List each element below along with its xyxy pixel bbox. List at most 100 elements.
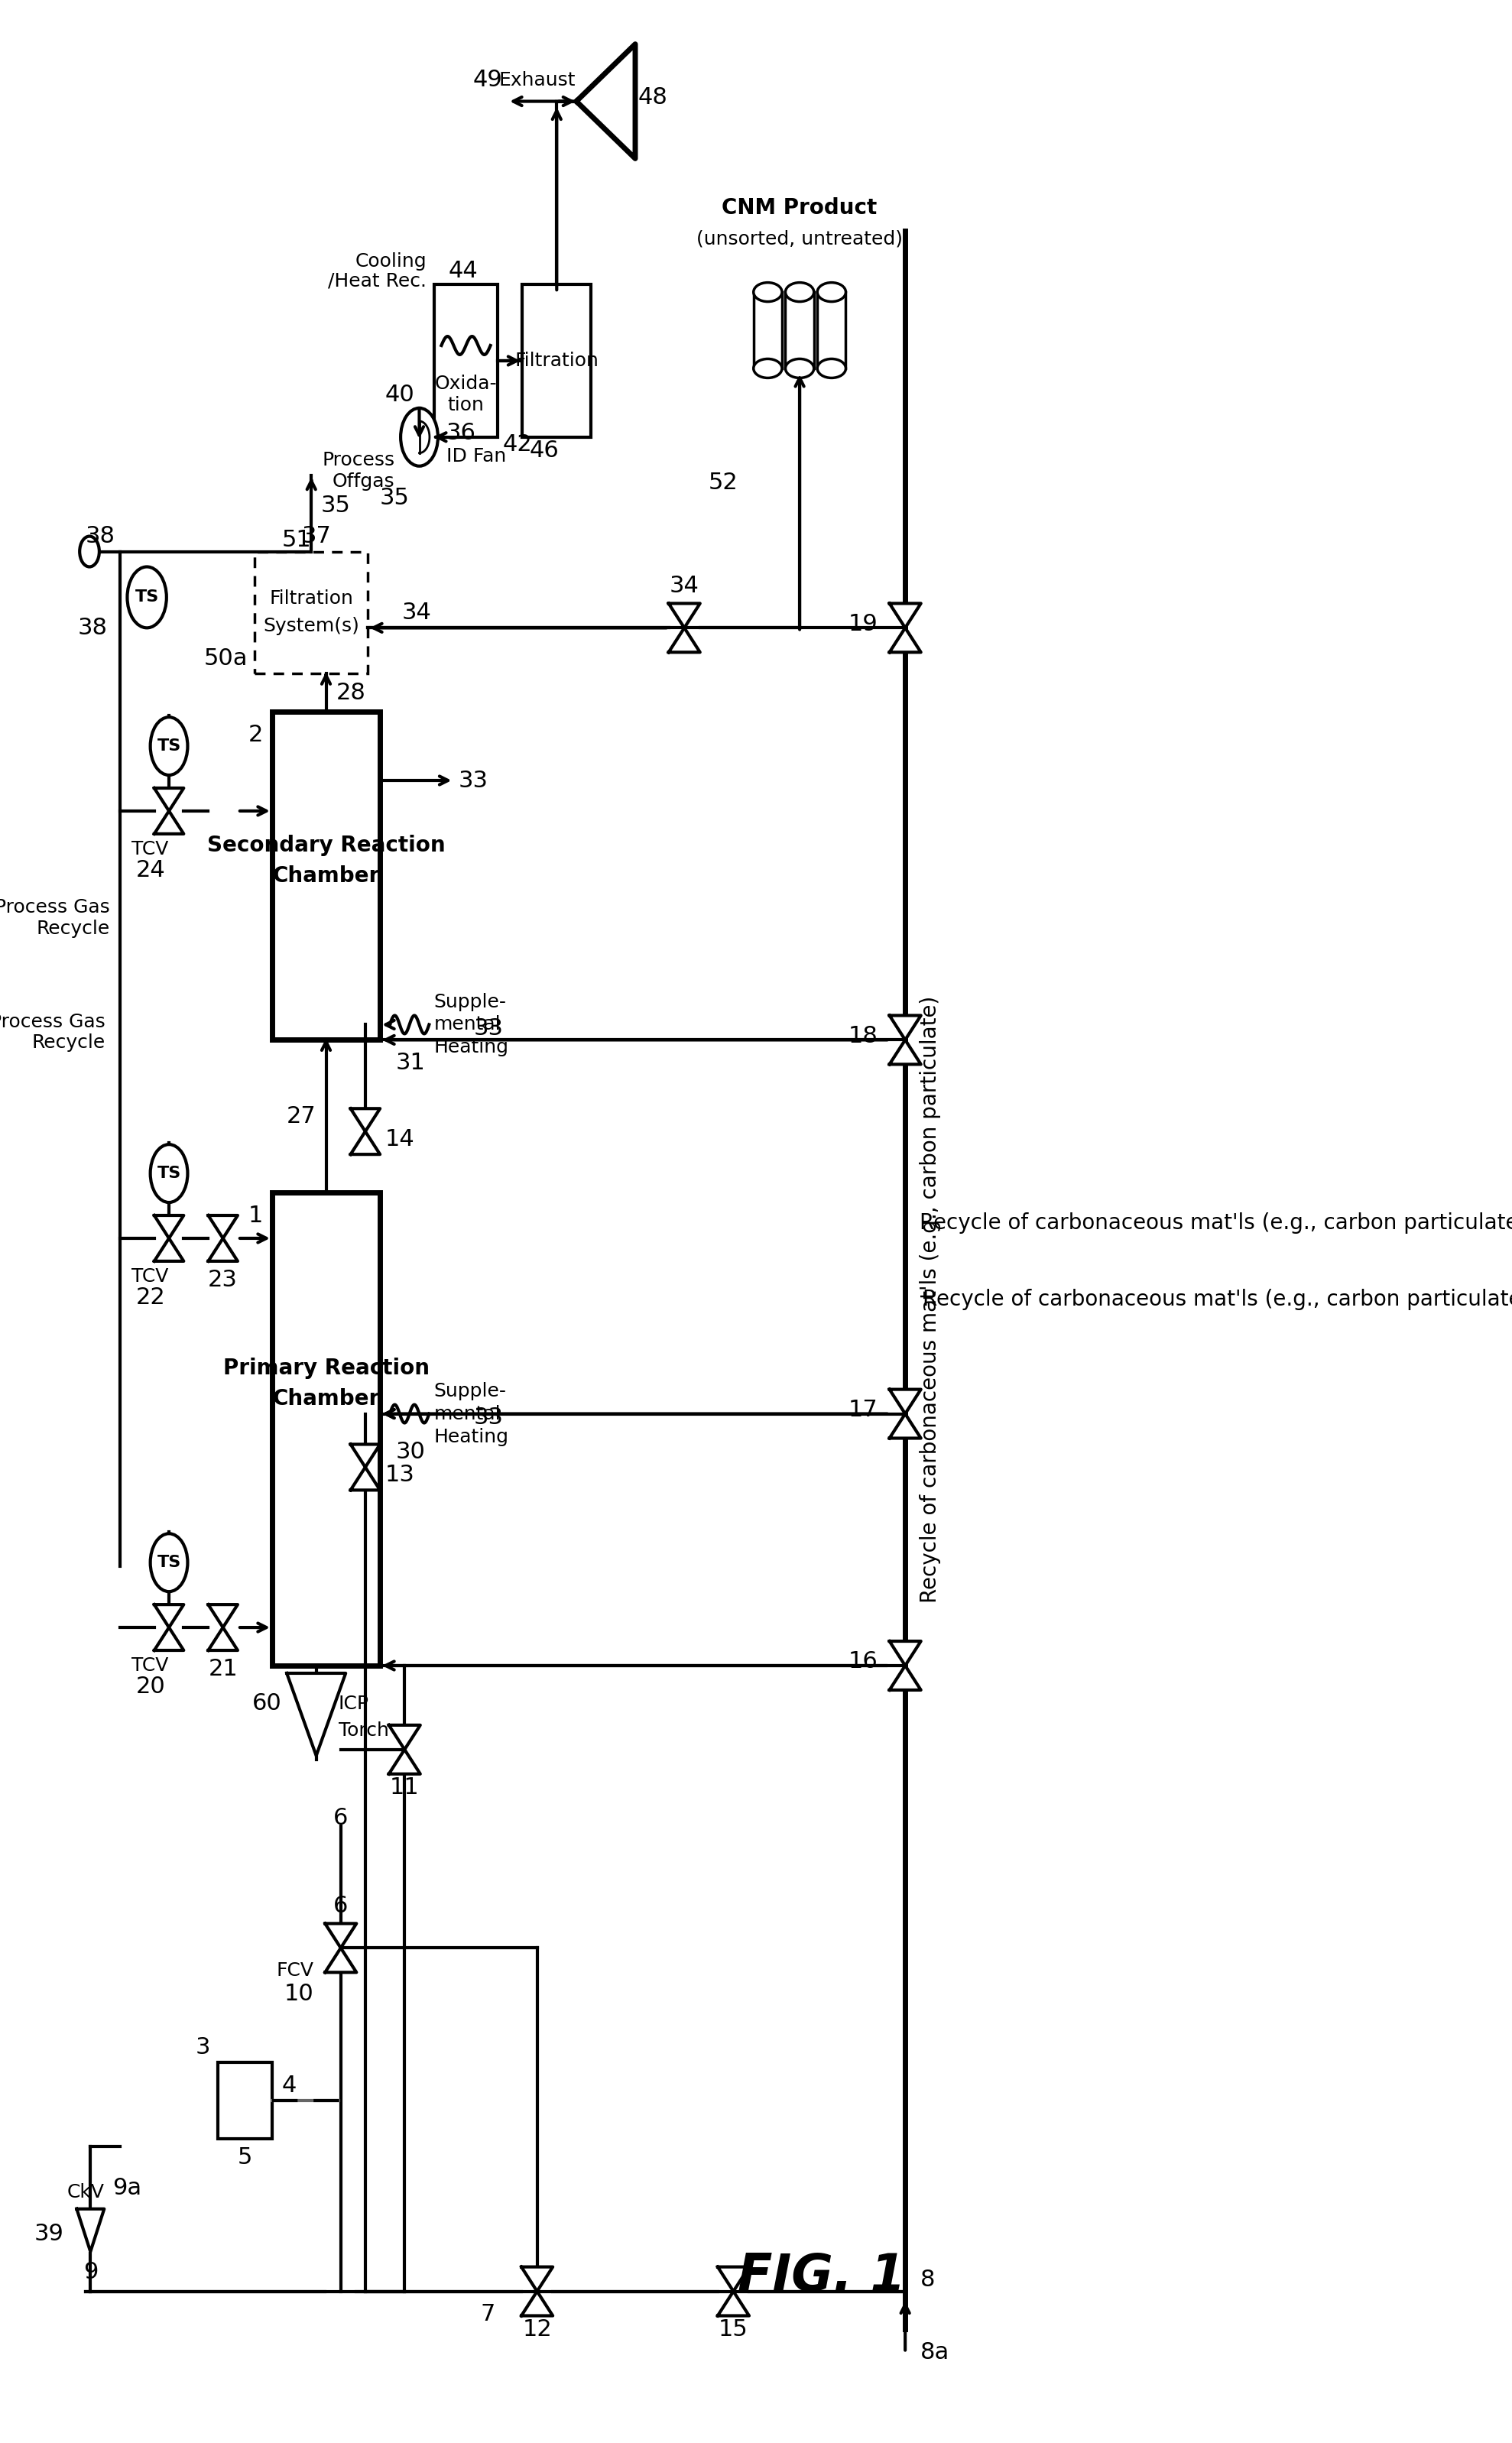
Text: CNM Product: CNM Product <box>721 198 877 220</box>
Text: 22: 22 <box>136 1287 165 1309</box>
FancyBboxPatch shape <box>272 1192 380 1666</box>
FancyBboxPatch shape <box>753 293 782 369</box>
Text: 35: 35 <box>380 486 410 508</box>
Text: 33: 33 <box>458 770 488 792</box>
Text: TS: TS <box>157 738 181 755</box>
Text: 40: 40 <box>384 384 414 406</box>
Text: 11: 11 <box>390 1776 419 1798</box>
Text: 38: 38 <box>86 525 115 547</box>
Polygon shape <box>522 2267 553 2292</box>
Text: Recycle of carbonaceous mat'ls (e.g., carbon particulate): Recycle of carbonaceous mat'ls (e.g., ca… <box>922 1287 1512 1309</box>
Text: 27: 27 <box>287 1104 316 1126</box>
Text: 15: 15 <box>718 2318 748 2340</box>
Circle shape <box>150 1143 187 1202</box>
Circle shape <box>80 537 100 567</box>
Text: 38: 38 <box>77 616 107 640</box>
Polygon shape <box>351 1444 380 1468</box>
Text: 6: 6 <box>333 1808 348 1830</box>
Text: 28: 28 <box>336 682 366 704</box>
Text: 46: 46 <box>529 440 559 462</box>
Text: 35: 35 <box>321 493 351 518</box>
Polygon shape <box>154 1605 183 1627</box>
Circle shape <box>150 718 187 774</box>
Polygon shape <box>889 1666 921 1691</box>
Text: Chamber: Chamber <box>272 865 380 887</box>
Ellipse shape <box>785 359 813 379</box>
Text: Filtration: Filtration <box>269 589 354 608</box>
Text: 7: 7 <box>481 2304 496 2326</box>
Polygon shape <box>209 1239 237 1261</box>
Text: Secondary Reaction: Secondary Reaction <box>207 836 445 855</box>
FancyBboxPatch shape <box>256 552 367 674</box>
Text: 24: 24 <box>136 860 165 882</box>
Polygon shape <box>389 1749 420 1774</box>
Text: Cooling: Cooling <box>355 252 426 271</box>
Polygon shape <box>889 1041 921 1065</box>
Text: 2: 2 <box>248 723 263 745</box>
FancyBboxPatch shape <box>818 293 845 369</box>
Text: FIG. 1: FIG. 1 <box>738 2250 906 2301</box>
Text: 49: 49 <box>473 68 502 90</box>
FancyBboxPatch shape <box>272 711 380 1041</box>
Text: mental: mental <box>434 1016 500 1033</box>
Polygon shape <box>154 1239 183 1261</box>
Polygon shape <box>209 1627 237 1651</box>
Polygon shape <box>889 603 921 628</box>
Text: FCV: FCV <box>277 1962 314 1979</box>
Text: 42: 42 <box>502 432 532 457</box>
Polygon shape <box>154 789 183 811</box>
Text: 13: 13 <box>386 1463 414 1485</box>
Ellipse shape <box>818 359 845 379</box>
Polygon shape <box>209 1217 237 1239</box>
Text: TCV: TCV <box>132 1656 169 1676</box>
FancyBboxPatch shape <box>522 283 591 437</box>
Text: 17: 17 <box>848 1400 878 1422</box>
Text: Process Gas
Recycle: Process Gas Recycle <box>0 1011 106 1053</box>
Polygon shape <box>154 1217 183 1239</box>
Text: Heating: Heating <box>434 1038 510 1058</box>
Text: 6: 6 <box>333 1896 348 1918</box>
Ellipse shape <box>785 283 813 300</box>
Circle shape <box>401 408 438 467</box>
Text: 9: 9 <box>83 2262 98 2284</box>
Ellipse shape <box>753 359 782 379</box>
Polygon shape <box>351 1109 380 1131</box>
Text: 5: 5 <box>237 2147 253 2169</box>
Text: TS: TS <box>157 1554 181 1571</box>
Text: 31: 31 <box>396 1050 425 1075</box>
Text: Primary Reaction: Primary Reaction <box>222 1358 429 1378</box>
Text: Chamber: Chamber <box>272 1388 380 1410</box>
FancyBboxPatch shape <box>434 283 497 437</box>
Text: Torch: Torch <box>339 1722 389 1739</box>
Text: (unsorted, untreated): (unsorted, untreated) <box>697 230 903 247</box>
Circle shape <box>150 1534 187 1590</box>
Text: TCV: TCV <box>132 840 169 857</box>
Text: Filtration: Filtration <box>514 352 599 369</box>
Text: 51: 51 <box>281 530 311 552</box>
Text: 37: 37 <box>301 525 331 547</box>
Polygon shape <box>889 1390 921 1414</box>
Text: 18: 18 <box>848 1026 878 1048</box>
Polygon shape <box>389 1725 420 1749</box>
FancyBboxPatch shape <box>218 2062 272 2138</box>
Text: 1: 1 <box>248 1204 263 1226</box>
Text: 44: 44 <box>449 259 478 281</box>
Text: 8: 8 <box>919 2270 934 2292</box>
Text: mental: mental <box>434 1405 500 1422</box>
Text: Process Gas
Recycle: Process Gas Recycle <box>0 899 110 938</box>
Text: 9a: 9a <box>112 2177 142 2199</box>
Polygon shape <box>718 2292 748 2316</box>
Text: 30: 30 <box>396 1441 425 1463</box>
Text: Oxida-: Oxida- <box>435 374 497 393</box>
Polygon shape <box>287 1673 346 1757</box>
Polygon shape <box>325 1947 357 1972</box>
Ellipse shape <box>753 283 782 300</box>
Ellipse shape <box>818 283 845 300</box>
Text: 34: 34 <box>402 601 432 623</box>
Polygon shape <box>522 2292 553 2316</box>
Text: 4: 4 <box>281 2074 296 2096</box>
Polygon shape <box>889 1642 921 1666</box>
Text: 19: 19 <box>848 613 878 635</box>
Text: 23: 23 <box>209 1270 237 1292</box>
Text: Supple-: Supple- <box>434 1383 507 1400</box>
